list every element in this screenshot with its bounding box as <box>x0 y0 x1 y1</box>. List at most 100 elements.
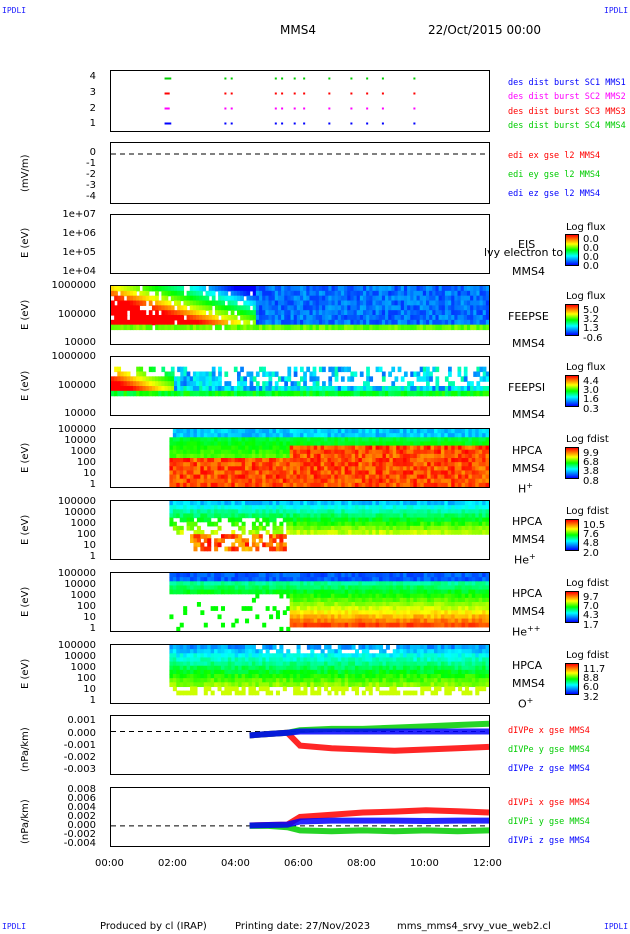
svg-hpca-h-cell <box>220 462 225 467</box>
svg-hpca-h-cell <box>296 449 301 455</box>
svg-feepse-cell <box>340 315 345 321</box>
svg-hpca-he-cell <box>416 509 421 515</box>
svg-hpca-hepp-cell <box>289 610 294 616</box>
svg-hpca-hepp-cell <box>179 622 184 628</box>
svg-feepse-cell <box>255 300 260 306</box>
svg-hpca-h-cell <box>330 482 335 487</box>
svg-hpca-he-cell <box>196 530 201 535</box>
svg-feepsi-cell <box>303 390 307 397</box>
svg-hpca-hepp-cell <box>179 573 184 578</box>
svg-hpca-h-cell <box>399 453 404 459</box>
svg-feepsi-cell <box>249 390 254 397</box>
svg-hpca-h-cell <box>279 474 284 480</box>
svg-feepse-cell <box>274 310 279 316</box>
svg-feepse-cell <box>277 319 282 326</box>
svg-hpca-h-cell <box>464 458 469 463</box>
svg-hpca-he-cell <box>238 513 243 519</box>
svg-hpca-h-cell <box>375 482 380 487</box>
svg-feepse-cell <box>334 315 339 321</box>
svg-feepse-cell <box>400 305 405 311</box>
svg-feepsi-cell <box>328 376 333 382</box>
svg-hpca-he-cell <box>348 517 353 523</box>
svg-hpca-h-cell <box>454 449 459 455</box>
svg-hpca-he-cell <box>475 505 480 510</box>
svg-feepse-cell <box>202 315 207 321</box>
svg-hpca-o-cell <box>227 690 232 696</box>
svg-feepse-cell <box>189 290 194 297</box>
svg-hpca-hepp-cell <box>337 614 342 620</box>
svg-hpca-he-cell <box>207 538 212 544</box>
svg-feepse-cell <box>375 315 380 321</box>
svg-feepse-cell <box>133 300 137 306</box>
svg-hpca-hepp-cell <box>427 585 432 591</box>
svg-hpca-hepp-cell <box>344 606 349 611</box>
svg-hpca-he-cell <box>169 509 174 515</box>
svg-feepse-cell <box>322 319 326 326</box>
svg-hpca-he-cell <box>444 513 449 519</box>
svg-feepse-cell <box>164 295 169 302</box>
svg-hpca-hepp-cell <box>300 602 305 607</box>
svg-hpca-he-cell <box>186 517 191 523</box>
svg-hpca-h-cell <box>464 478 469 484</box>
svg-hpca-hepp-cell <box>317 593 322 599</box>
svg-hpca-hepp-cell <box>262 585 267 591</box>
svg-feepse-cell <box>331 310 336 316</box>
svg-hpca-hepp-cell <box>468 573 473 578</box>
svg-hpca-o-cell <box>241 653 246 659</box>
svg-feepse-cell <box>199 310 203 316</box>
svg-feepsi-cell <box>170 371 175 377</box>
svg-hpca-h-cell <box>241 449 246 455</box>
svg-hpca-he-cell <box>478 530 483 535</box>
svg-feepse-cell <box>416 324 421 331</box>
svg-hpca-he-cell <box>440 530 445 535</box>
svg-hpca-h-cell <box>224 458 229 463</box>
svg-feepse-cell <box>233 305 238 311</box>
svg-hpca-hepp-cell <box>434 589 439 595</box>
svg-hpca-hepp-cell <box>358 589 363 595</box>
svg-hpca-hepp-cell <box>392 573 397 578</box>
svg-hpca-he-cell <box>440 505 445 510</box>
svg-hpca-hepp-cell <box>427 573 432 578</box>
svg-hpca-h-cell <box>286 478 291 484</box>
svg-feepse-cell <box>482 290 487 297</box>
svg-hpca-h-cell <box>196 466 201 472</box>
svg-hpca-h-cell <box>403 466 408 472</box>
svg-hpca-he-cell <box>458 501 463 506</box>
svg-hpca-h-cell <box>210 441 215 447</box>
svg-feepse-cell <box>359 315 364 321</box>
svg-hpca-hepp-cell <box>289 614 294 620</box>
svg-hpca-hepp-cell <box>485 589 489 595</box>
burst-mark-1-12 <box>366 122 369 125</box>
svg-hpca-o-cell <box>234 690 239 696</box>
svg-feepse-cell <box>315 300 320 306</box>
svg-hpca-hepp-cell <box>169 577 174 582</box>
svg-hpca-hepp-cell <box>382 602 387 607</box>
svg-hpca-hepp-cell <box>406 610 411 616</box>
svg-hpca-h-cell <box>396 441 401 447</box>
svg-hpca-he-cell <box>279 525 284 531</box>
svg-hpca-hepp-cell <box>406 597 411 603</box>
svg-hpca-h-cell <box>427 462 432 467</box>
svg-feepsi-cell <box>199 386 203 392</box>
svg-hpca-h-cell <box>468 445 473 451</box>
svg-hpca-he-cell <box>416 530 421 535</box>
svg-hpca-hepp-cell <box>238 589 243 595</box>
svg-hpca-hepp-cell <box>327 581 332 587</box>
svg-feepse-cell <box>359 305 364 311</box>
svg-hpca-h-cell <box>224 478 229 484</box>
svg-feepse-cell <box>485 319 489 326</box>
svg-hpca-h-cell <box>454 437 459 443</box>
svg-hpca-o-cell <box>217 649 222 654</box>
svg-hpca-h-cell <box>337 482 342 487</box>
svg-hpca-hepp-cell <box>344 589 349 595</box>
svg-feepse-cell <box>290 310 295 316</box>
hpca-he-ytick-4: 10 <box>83 540 96 551</box>
svg-hpca-o-cell <box>224 665 229 671</box>
svg-hpca-hepp-cell <box>392 577 397 582</box>
svg-hpca-h-cell <box>392 441 397 447</box>
svg-feepse-cell <box>290 324 295 331</box>
svg-feepsi-cell <box>230 390 235 397</box>
svg-hpca-h-cell <box>169 453 174 459</box>
svg-feepsi-cell <box>139 366 144 373</box>
svg-hpca-h-cell <box>200 458 205 463</box>
